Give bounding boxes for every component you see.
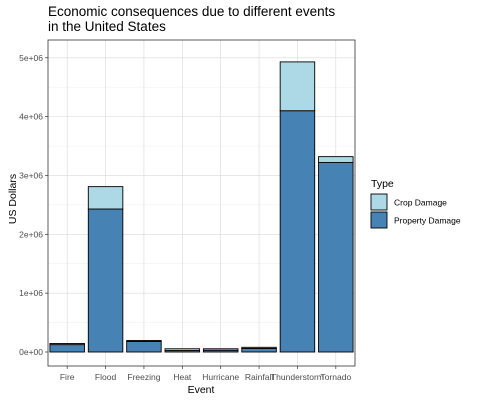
bar-freezing-crop-damage	[126, 340, 162, 342]
y-tick-label: 4e+06	[19, 112, 43, 122]
bar-thunderstorm-crop-damage	[279, 61, 316, 112]
chart-title-line-1: Economic consequences due to different e…	[48, 4, 335, 19]
legend-items: Crop Damage Property Damage	[370, 193, 461, 229]
x-tick-label: Fire	[60, 372, 75, 382]
bar-thunderstorm-property-damage	[279, 110, 316, 353]
x-tick-label: Rainfall	[245, 372, 273, 382]
bar-fire-property-damage	[49, 344, 85, 353]
panel-border	[47, 39, 356, 367]
x-tick-label: Hurricane	[202, 372, 239, 382]
legend-label: Property Damage	[394, 216, 461, 226]
bar-hurricane-crop-damage	[202, 348, 239, 351]
x-tick-label: Freezing	[127, 372, 160, 382]
x-tick-label: Heat	[173, 372, 192, 382]
legend-swatch	[370, 193, 388, 211]
y-axis-title: US Dollars	[7, 174, 19, 224]
y-tick-label: 3e+06	[19, 170, 43, 180]
legend: Type Crop Damage Property Damage	[370, 178, 461, 229]
y-tick-label: 2e+06	[19, 229, 43, 239]
y-tick-label: 0e+00	[19, 347, 43, 357]
x-axis-ticks: Fire Flood Freezing Heat Hurricane RainfallTh…	[60, 366, 351, 382]
bars-layer	[49, 61, 354, 353]
legend-label: Crop Damage	[394, 198, 447, 208]
y-axis-ticks: 0e+00 1e+06 2e+06 3e+06 4e+06 5e+06	[19, 53, 48, 357]
legend-title: Type	[371, 178, 394, 190]
x-axis-title: Event	[188, 384, 215, 396]
x-tick-label: Flood	[95, 372, 117, 382]
y-tick-label: 5e+06	[19, 53, 43, 63]
x-tick-label: Tornado	[320, 372, 351, 382]
bar-freezing-property-damage	[126, 340, 162, 353]
bar-tornado-property-damage	[318, 162, 354, 353]
bar-rainfall-crop-damage	[241, 346, 277, 349]
bar-fire-crop-damage	[49, 343, 85, 346]
chart-title-line-2: in the United States	[48, 19, 166, 34]
bar-heat-crop-damage	[164, 348, 201, 351]
x-tick-label: Thunderstorm	[271, 372, 324, 382]
bar-flood-property-damage	[87, 208, 124, 353]
legend-swatch	[370, 211, 388, 229]
bar-flood-crop-damage	[87, 186, 124, 210]
y-tick-label: 1e+06	[19, 288, 43, 298]
bar-rainfall-property-damage	[241, 348, 277, 353]
bar-tornado-crop-damage	[318, 156, 354, 163]
